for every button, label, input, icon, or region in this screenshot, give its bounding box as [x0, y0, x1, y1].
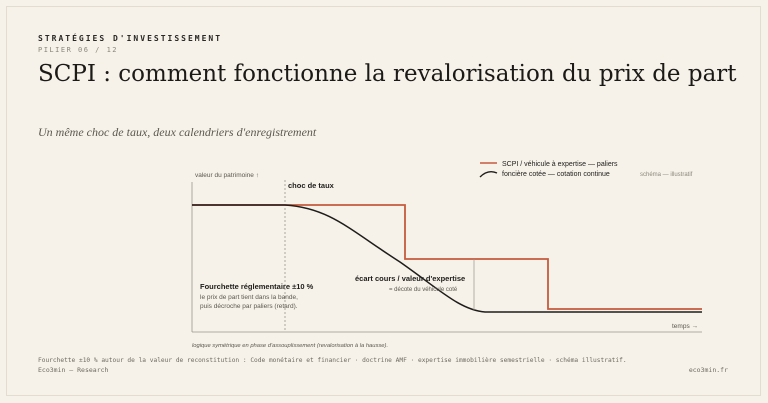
pillar-label: PILIER 06 / 12	[38, 46, 119, 54]
legend-listed-swatch	[479, 170, 498, 178]
page-title: SCPI : comment fonctionne la revalorisat…	[38, 61, 737, 87]
band-note-line1: le prix de part tient dans la bande,	[200, 294, 298, 301]
listed-continuous-line	[192, 204, 702, 313]
page-subtitle: Un même choc de taux, deux calendriers d…	[38, 125, 317, 139]
series-label: STRATÉGIES D'INVESTISSEMENT	[38, 34, 223, 43]
gap-note-detail: = décote du véhicule coté	[389, 287, 458, 293]
card-frame	[6, 6, 761, 396]
footer-sources: Fourchette ±10 % autour de la valeur de …	[38, 357, 627, 364]
illustrative-tag: schéma — illustratif	[640, 172, 693, 178]
symmetry-note: logique symétrique en phase d'assoupliss…	[192, 343, 388, 349]
gap-note-title: écart cours / valeur d'expertise	[355, 274, 465, 283]
footer-brand: Eco3min — Research	[38, 366, 109, 374]
footer-site-link[interactable]: eco3min.fr	[688, 366, 728, 374]
scpi-step-line	[192, 204, 702, 310]
x-axis-label: temps →	[672, 323, 698, 330]
legend-listed-label: foncière cotée — cotation continue	[502, 171, 610, 178]
shock-label: choc de taux	[288, 181, 335, 190]
band-note-title: Fourchette réglementaire ±10 %	[200, 282, 314, 291]
legend-scpi-label: SCPI / véhicule à expertise — paliers	[502, 161, 618, 168]
y-axis-label: valeur du patrimoine ↑	[195, 172, 259, 179]
band-note-line2: puis décroche par paliers (retard).	[200, 303, 298, 310]
